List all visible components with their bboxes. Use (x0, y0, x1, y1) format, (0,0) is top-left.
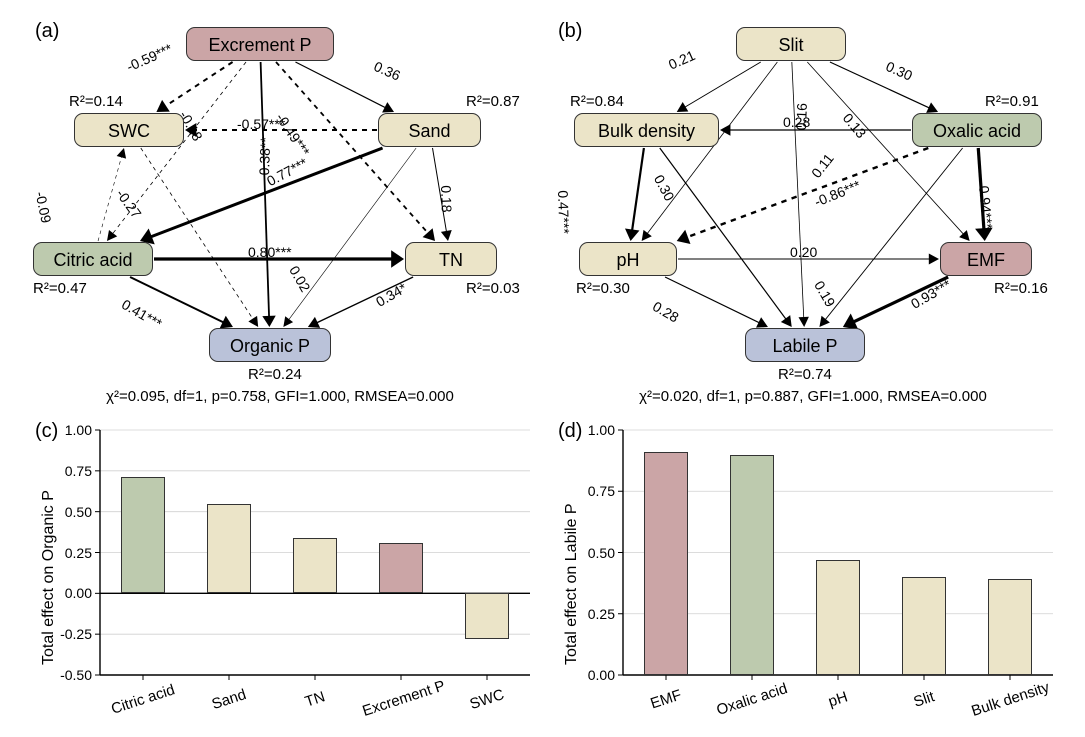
r2-sand: R²=0.87 (466, 93, 520, 110)
edge-label-excrement_p-swc: -0.59*** (124, 40, 175, 74)
r2-swc: R²=0.14 (69, 93, 123, 110)
panel_d-ylabel: Total effect on Labile P (563, 503, 581, 665)
edge-label-oxalic-labile: 0.19 (811, 278, 838, 310)
edge-label-bulk-ph: 0.47*** (555, 190, 573, 234)
panel_c-bar-2 (293, 538, 338, 594)
r2-labile: R²=0.74 (778, 366, 832, 383)
edge-label-slit-emf: 0.13 (840, 110, 870, 141)
node-bulk: Bulk density (574, 113, 719, 147)
panel_d-bar-0 (644, 452, 689, 675)
edge-label-slit-oxalic: 0.30 (883, 58, 914, 84)
node-oxalic: Oxalic acid (912, 113, 1042, 147)
panel_c-ytick: -0.50 (50, 667, 92, 683)
edge-label-citric-organic_p: 0.41*** (119, 296, 165, 332)
edge-label-oxalic-bulk: 0.28 (783, 114, 810, 130)
panel_d-bar-2 (816, 560, 861, 675)
r2-ph: R²=0.30 (576, 280, 630, 297)
edge-label-sand-tn: 0.18 (438, 185, 455, 213)
node-sand: Sand (378, 113, 481, 147)
edge-label-oxalic-emf: 0.94*** (976, 185, 996, 230)
panel_a-stats: χ²=0.095, df=1, p=0.758, GFI=1.000, RMSE… (20, 388, 540, 405)
node-excrement_p: Excrement P (186, 27, 334, 61)
r2-bulk: R²=0.84 (570, 93, 624, 110)
edge-label-sand-swc: -0.57*** (237, 116, 285, 132)
node-tn: TN (405, 242, 497, 276)
panel_d-bar-4 (988, 579, 1033, 675)
panel_d-xtick-4: Bulk density (969, 679, 1050, 720)
panel_c-xtick-4: SWC (446, 679, 527, 720)
node-ph: pH (579, 242, 677, 276)
edge-label-oxalic-ph: -0.86*** (812, 177, 863, 210)
edge-label-bulk-labile: 0.30 (651, 172, 678, 204)
panel-label-a: (a) (35, 20, 59, 43)
edge-label-excrement_p-organic_p: 0.38** (256, 137, 273, 176)
edge-label-tn-organic_p: 0.34* (373, 280, 409, 310)
panel_d-ytick: 0.75 (573, 483, 615, 499)
panel-label-b: (b) (558, 20, 582, 43)
node-emf: EMF (940, 242, 1032, 276)
node-organic_p: Organic P (209, 328, 331, 362)
edge-label-citric-swc: -0.09 (32, 190, 54, 225)
panel_d-xtick-3: Slit (883, 679, 964, 720)
panel_c-ylabel: Total effect on Organic P (40, 490, 58, 665)
panel_c-bar-3 (379, 543, 424, 594)
panel_b-stats: χ²=0.020, df=1, p=0.887, GFI=1.000, RMSE… (553, 388, 1073, 405)
edge-label-slit-bulk: 0.21 (666, 47, 697, 73)
panel_c-bar-4 (465, 593, 510, 639)
panel_d-bar-3 (902, 577, 947, 675)
edge-label-citric-tn: 0.80*** (248, 244, 292, 260)
node-citric: Citric acid (33, 242, 153, 276)
figure-root: (a)(b)(c)(d)-0.59***0.36-0.18-0.49***0.3… (0, 0, 1085, 737)
node-slit: Slit (736, 27, 846, 61)
panel_c-ytick: 0.75 (50, 463, 92, 479)
edge-label-excrement_p-sand: 0.36 (371, 58, 402, 84)
panel_d-ytick: 0.00 (573, 667, 615, 683)
panel_c-bar-1 (207, 504, 252, 594)
node-swc: SWC (74, 113, 184, 147)
panel_c-xtick-2: TN (274, 679, 355, 720)
edge-label-slit-ph: 0.11 (808, 150, 837, 181)
panel_c-ytick: 1.00 (50, 422, 92, 438)
panel_c-xtick-0: Citric acid (102, 679, 183, 720)
edge-label-sand-organic_p: 0.02 (286, 263, 313, 295)
panel_c-bar-0 (121, 477, 166, 593)
edge-label-ph-emf: 0.20 (790, 244, 817, 260)
r2-emf: R²=0.16 (994, 280, 1048, 297)
panel_d-xtick-2: pH (797, 679, 878, 720)
edge-label-ph-labile: 0.28 (650, 298, 682, 325)
panel_d-ytick: 1.00 (573, 422, 615, 438)
panel_d-bar-1 (730, 455, 775, 676)
r2-citric: R²=0.47 (33, 280, 87, 297)
panel_c-xtick-3: Excrement P (360, 679, 441, 720)
r2-oxalic: R²=0.91 (985, 93, 1039, 110)
r2-organic_p: R²=0.24 (248, 366, 302, 383)
panel_c-xtick-1: Sand (188, 679, 269, 720)
panel_d-xtick-0: EMF (625, 679, 706, 720)
node-labile: Labile P (745, 328, 865, 362)
r2-tn: R²=0.03 (466, 280, 520, 297)
edge-label-emf-labile: 0.93*** (908, 276, 954, 312)
panel_d-xtick-1: Oxalic acid (711, 679, 792, 720)
edge-label-swc-organic_p: -0.27 (113, 186, 145, 221)
